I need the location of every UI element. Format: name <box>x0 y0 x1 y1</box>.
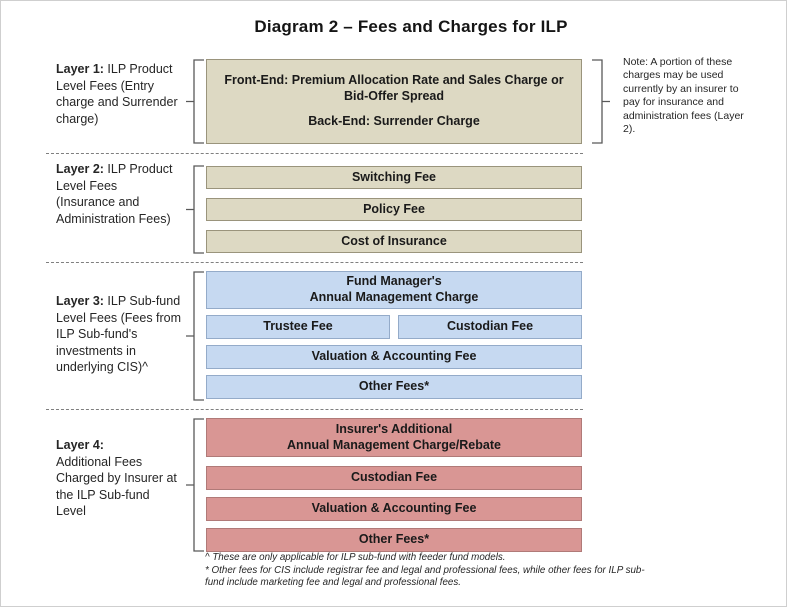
custodian-fee-box-ilp: Custodian Fee <box>206 466 582 490</box>
back-end-text: Back-End: Surrender Charge <box>308 114 480 129</box>
bracket-icon <box>186 59 204 144</box>
bracket-icon <box>592 59 610 144</box>
layer3-label-text: ILP Sub-fund Level Fees (Fees from ILP S… <box>56 294 182 374</box>
divider-dashed-2 <box>46 262 583 263</box>
switching-fee-box: Switching Fee <box>206 166 582 189</box>
other-fees-box-ilp: Other Fees* <box>206 528 582 552</box>
layer2-label-prefix: Layer 2: <box>56 162 104 176</box>
divider-dashed-1 <box>46 153 583 154</box>
layer3-label-prefix: Layer 3: <box>56 294 104 308</box>
fund-manager-charge-box: Fund Manager's Annual Management Charge <box>206 271 582 309</box>
divider-dashed-3 <box>46 409 583 410</box>
valuation-accounting-fee-box-cis: Valuation & Accounting Fee <box>206 345 582 369</box>
custodian-fee-box-cis: Custodian Fee <box>398 315 582 339</box>
layer4-label-text: Additional Fees Charged by Insurer at th… <box>56 454 177 519</box>
bracket-icon <box>186 271 204 401</box>
layer4-label-prefix: Layer 4: <box>56 438 104 452</box>
other-fees-box-cis: Other Fees* <box>206 375 582 399</box>
layer3-left-bracket <box>185 271 205 406</box>
front-end-text: Front-End: Premium Allocation Rate and S… <box>224 73 564 103</box>
layer1-label-text: ILP Product Level Fees (Entry charge and… <box>56 62 178 126</box>
layer4-left-bracket <box>185 418 205 557</box>
trustee-fee-box: Trustee Fee <box>206 315 390 339</box>
bracket-icon <box>186 165 204 254</box>
policy-fee-box: Policy Fee <box>206 198 582 221</box>
layer1-label-prefix: Layer 1: <box>56 62 104 76</box>
side-note: Note: A portion of these charges may be … <box>623 56 744 136</box>
insurer-additional-charge-box: Insurer's Additional Annual Management C… <box>206 418 582 457</box>
bracket-icon <box>186 418 204 552</box>
layer4-label: Layer 4: Additional Fees Charged by Insur… <box>56 437 182 520</box>
footnotes: ^ These are only applicable for ILP sub-… <box>205 552 647 590</box>
layer2-left-bracket <box>185 165 205 259</box>
diagram-title: Diagram 2 – Fees and Charges for ILP <box>254 17 568 36</box>
layer1-fee-box: Front-End: Premium Allocation Rate and S… <box>206 59 582 144</box>
layer2-label-text: ILP Product Level Fees (Insurance and Ad… <box>56 162 173 226</box>
layer3-label: Layer 3: ILP Sub-fund Level Fees (Fees f… <box>56 293 182 376</box>
layer1-right-bracket <box>591 59 611 149</box>
layer1-label: Layer 1: ILP Product Level Fees (Entry c… <box>56 61 178 127</box>
cost-of-insurance-box: Cost of Insurance <box>206 230 582 253</box>
layer2-label: Layer 2: ILP Product Level Fees (Insuran… <box>56 161 178 227</box>
layer1-left-bracket <box>185 59 205 149</box>
footnote-other-fees: * Other fees for CIS include registrar f… <box>205 564 645 589</box>
valuation-accounting-fee-box-ilp: Valuation & Accounting Fee <box>206 497 582 521</box>
footnote-feeder-fund: ^ These are only applicable for ILP sub-… <box>205 552 506 563</box>
